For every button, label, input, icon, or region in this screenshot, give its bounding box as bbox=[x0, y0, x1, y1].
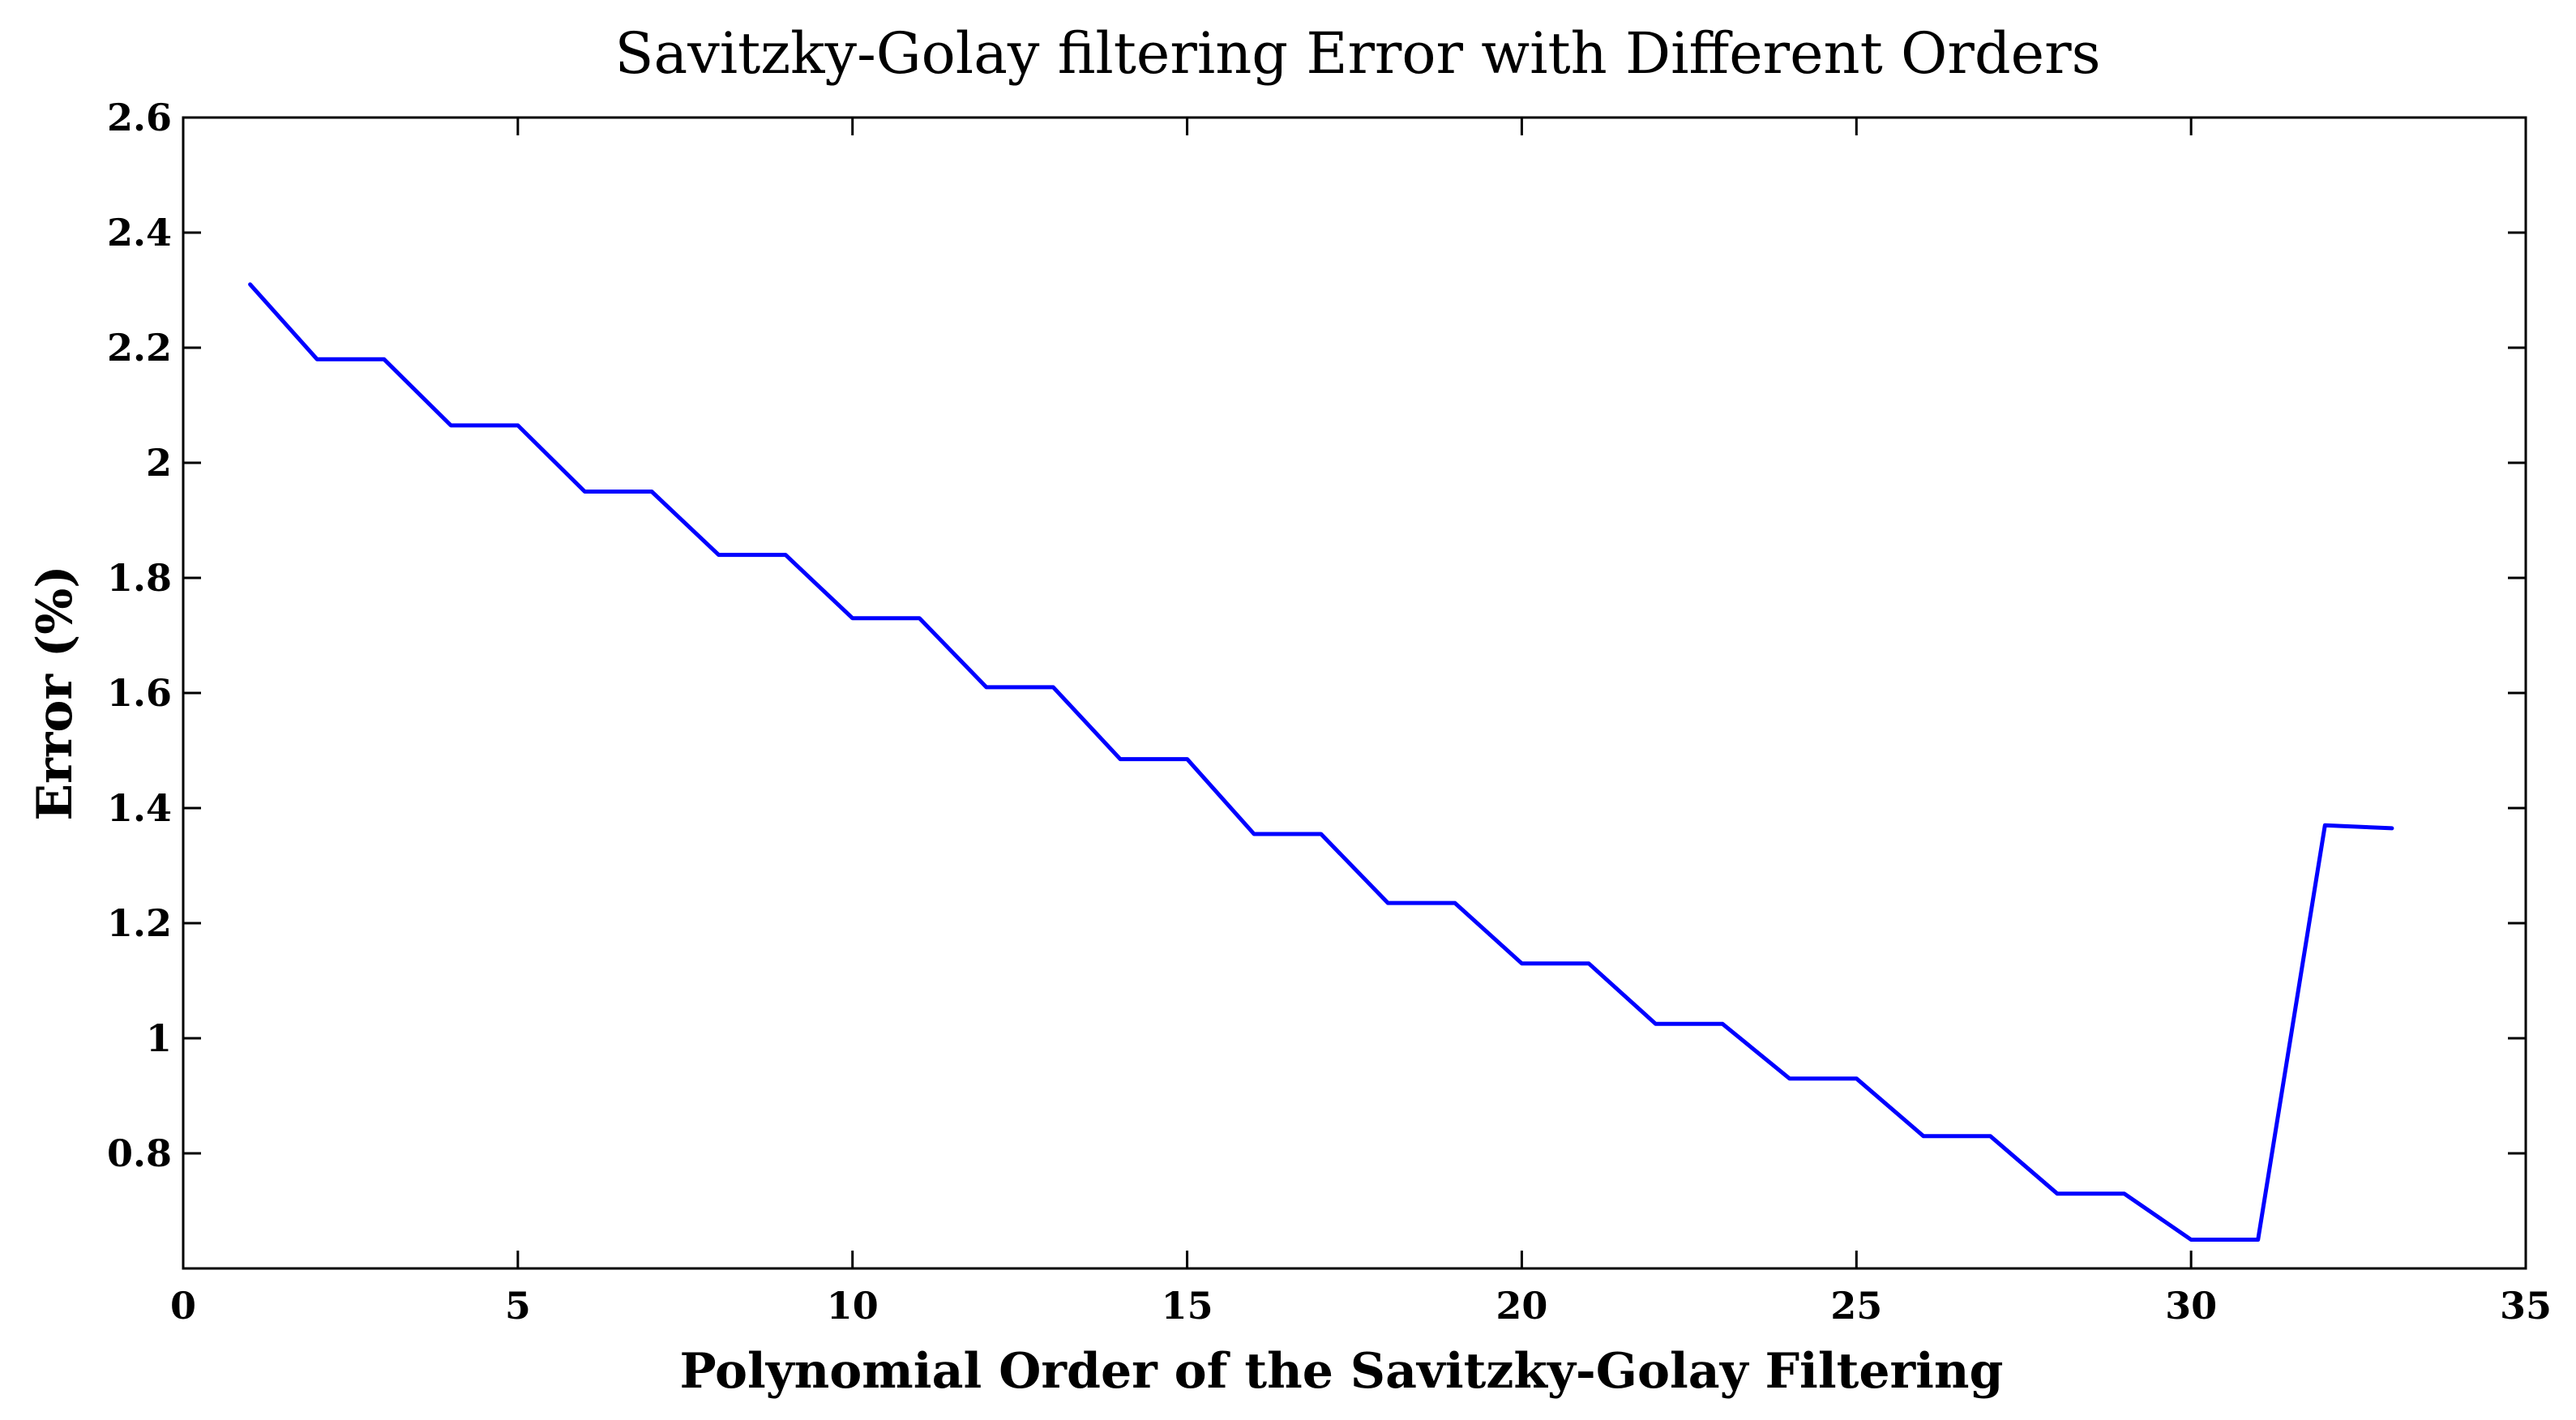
y-axis-ticks: 0.8 1 1.2 1.4 1.6 1.8 2 2.2 2.4 2.6 bbox=[107, 96, 2526, 1175]
y-tick-label: 0.8 bbox=[107, 1131, 172, 1175]
y-tick-label: 2 bbox=[146, 441, 172, 485]
x-tick-label: 10 bbox=[827, 1284, 879, 1328]
y-tick-label: 1.4 bbox=[107, 786, 172, 830]
y-tick-label: 2.4 bbox=[107, 211, 172, 254]
x-tick-label: 15 bbox=[1162, 1284, 1213, 1328]
y-tick-label: 1.2 bbox=[107, 901, 172, 945]
y-axis-title: Error (%) bbox=[27, 565, 83, 820]
x-tick-label: 35 bbox=[2500, 1284, 2552, 1328]
chart-title: Savitzky-Golay filtering Error with Diff… bbox=[615, 20, 2101, 87]
x-tick-label: 20 bbox=[1496, 1284, 1547, 1328]
x-tick-label: 0 bbox=[170, 1284, 196, 1328]
x-tick-label: 25 bbox=[1830, 1284, 1882, 1328]
x-axis-title: Polynomial Order of the Savitzky-Golay F… bbox=[679, 1343, 2003, 1400]
series-group bbox=[248, 282, 2394, 1242]
plot-area-frame bbox=[182, 116, 2527, 1270]
y-tick-label: 2.2 bbox=[107, 326, 172, 370]
y-tick-label: 1.8 bbox=[107, 556, 172, 600]
x-axis-ticks: 0 5 10 15 20 25 30 35 bbox=[170, 118, 2552, 1328]
y-tick-label: 1 bbox=[146, 1016, 172, 1060]
y-tick-label: 2.6 bbox=[107, 96, 172, 139]
x-tick-label: 5 bbox=[505, 1284, 531, 1328]
y-tick-label: 1.6 bbox=[107, 671, 172, 715]
series-line bbox=[248, 282, 2394, 1242]
x-tick-label: 30 bbox=[2165, 1284, 2217, 1328]
